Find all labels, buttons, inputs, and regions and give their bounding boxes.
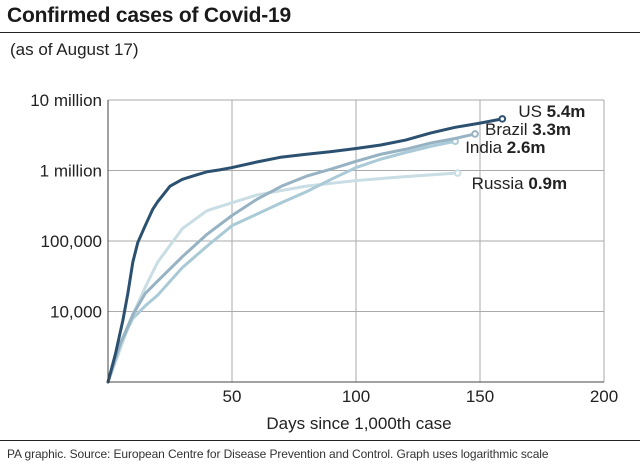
x-tick-label: 50: [223, 387, 242, 406]
series-label-brazil: Brazil 3.3m: [485, 120, 571, 139]
series-name-brazil: Brazil: [485, 120, 532, 139]
title-divider: [0, 32, 640, 33]
series-name-russia: Russia: [472, 174, 529, 193]
footer-divider: [0, 440, 640, 441]
series-name-us: US: [518, 102, 546, 121]
x-axis-tick-labels: 50 100 150 200: [223, 387, 619, 406]
series-value-india: 2.6m: [507, 138, 546, 157]
series-endpoint-us: [498, 115, 507, 123]
x-tick-label: 150: [466, 387, 494, 406]
y-tick-label: 10,000: [50, 303, 102, 322]
y-tick-label: 10 million: [30, 91, 102, 110]
series-label-russia: Russia 0.9m: [472, 174, 567, 193]
y-tick-label: 1 million: [40, 162, 102, 181]
series-label-india: India 2.6m: [465, 138, 545, 157]
x-tick-label: 200: [590, 387, 618, 406]
series-line-india: [106, 139, 457, 384]
x-axis-label: Days since 1,000th case: [266, 414, 451, 433]
series-value-russia: 0.9m: [528, 174, 567, 193]
x-tick-label: 100: [342, 387, 370, 406]
line-chart: 10,000 100,000 1 million 10 million 50 100 15…: [30, 91, 619, 433]
series-value-brazil: 3.3m: [532, 120, 571, 139]
series-endpoint-brazil: [471, 130, 479, 138]
series-label-us: US 5.4m: [518, 102, 585, 121]
series-value-us: 5.4m: [547, 102, 586, 121]
series-name-india: India: [465, 138, 507, 157]
gridlines: [108, 99, 605, 382]
series-line-brazil: [106, 132, 477, 384]
series-endpoint-russia: [453, 169, 462, 177]
source-note: PA graphic. Source: European Centre for …: [7, 447, 549, 461]
series-lines: [106, 115, 507, 384]
chart-subtitle: (as of August 17): [10, 40, 139, 59]
y-tick-label: 100,000: [41, 232, 102, 251]
chart-title: Confirmed cases of Covid-19: [7, 4, 292, 27]
series-line-us: [106, 117, 504, 384]
y-axis-tick-labels: 10,000 100,000 1 million 10 million: [30, 91, 102, 322]
